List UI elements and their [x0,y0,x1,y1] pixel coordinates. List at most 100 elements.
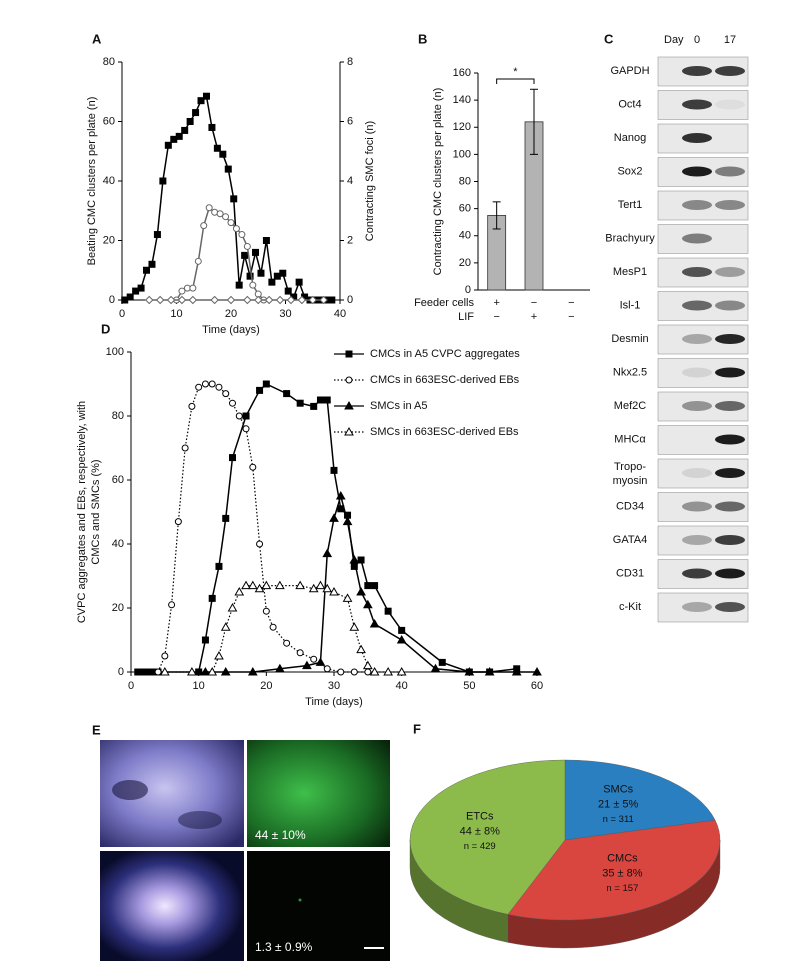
condition-mark: + [531,311,537,323]
y2-tick-label: 4 [347,175,353,187]
marker [275,663,285,673]
blot-header: Day [664,34,684,46]
marker [283,639,291,647]
slice-count: n = 429 [464,841,496,852]
slice-count: n = 311 [603,814,634,825]
marker [226,295,236,305]
marker [268,278,276,286]
marker [279,269,287,277]
y-tick-label: 0 [118,666,124,678]
marker [362,599,373,609]
marker [254,583,265,593]
blot-band [682,401,712,411]
marker [188,295,198,305]
marker [310,402,318,410]
marker [126,293,134,301]
blot-strip [657,190,749,221]
marker [337,668,345,676]
panel-letter: D [101,321,110,336]
marker [356,586,366,596]
marker [511,666,522,676]
marker [187,666,197,676]
marker [177,295,187,305]
y-tick-label: 60 [459,203,471,215]
marker [356,644,366,654]
marker [283,390,291,398]
gene-label: Mef2C [614,400,646,412]
panel-e-images [100,740,390,961]
marker [235,281,243,289]
y-tick-label: 80 [112,410,124,422]
marker [220,622,231,631]
marker [148,260,156,268]
blot-band [682,267,712,277]
slice-label: CMCs [607,853,638,865]
gene-label: GAPDH [610,65,649,77]
marker [207,666,218,676]
marker [145,295,154,305]
marker [296,649,304,657]
slice-value: 44 ± 8% [460,826,501,838]
x-tick-label: 30 [279,308,291,320]
marker [362,660,373,670]
marker [232,225,240,233]
x-tick-label: 40 [396,680,408,692]
x-axis-label: Time (days) [202,324,260,336]
y-tick-label: 20 [112,602,124,614]
marker [269,623,277,631]
y-tick-label: 80 [103,56,115,68]
marker [484,666,495,676]
marker [249,463,257,471]
marker [242,412,250,420]
marker [256,540,264,548]
legend-label: SMCs in 663ESC-derived EBs [370,426,519,438]
blot-band [682,568,712,579]
y-tick-label: 40 [103,175,115,187]
marker [286,295,296,305]
marker [322,548,333,558]
x-axis-label: Time (days) [305,696,363,708]
slice-label: ETCs [466,811,494,823]
blot-band [715,334,745,344]
marker [364,668,372,676]
condition-label: Feeder cells [414,297,474,309]
marker [164,141,172,149]
marker [384,607,392,615]
gene-label: Tropo- [614,461,646,473]
marker [208,123,216,131]
x-tick-label: 10 [193,680,205,692]
marker [147,668,155,676]
series-line [124,94,332,301]
marker [241,580,251,590]
slice-count: n = 157 [606,883,638,894]
marker [284,287,292,295]
marker [262,380,270,388]
marker [430,663,441,673]
marker [214,650,224,660]
blot-band [715,300,745,311]
y-tick-label: 0 [109,294,115,306]
marker [201,636,209,644]
blot-band [682,66,712,76]
blot-band [715,602,745,612]
y-tick-label: 40 [112,538,124,550]
marker [230,195,238,203]
marker [342,516,353,526]
gene-label: Nanog [614,132,646,144]
y2-tick-label: 6 [347,115,353,127]
marker [396,634,407,644]
y-tick-label: 140 [453,94,471,106]
lane-label: 17 [724,34,736,46]
image-label: 44 ± 10% [255,828,306,842]
slice-label: SMCs [603,784,633,796]
marker [315,657,326,666]
y-axis-label: CVPC aggregates and EBs, respectively, w… [76,401,88,623]
gene-label: GATA4 [613,534,647,546]
x-tick-label: 30 [328,680,340,692]
slice-value: 21 ± 5% [598,799,639,811]
marker [197,97,205,105]
y-tick-label: 100 [106,346,124,358]
marker [350,668,358,676]
series-line [157,383,368,673]
marker [302,660,312,670]
